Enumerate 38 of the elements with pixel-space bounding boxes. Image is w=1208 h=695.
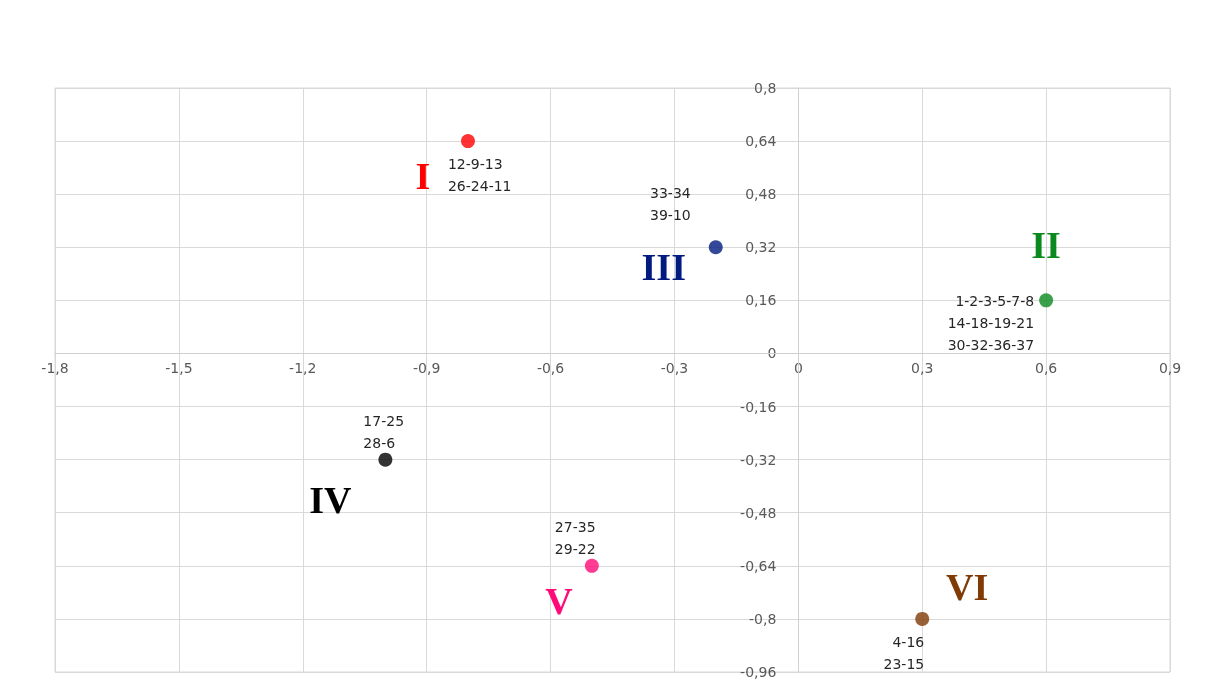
y-tick-label: 0,8 [754, 80, 777, 96]
series-label: II [1031, 224, 1061, 267]
x-tick-label: -0,9 [413, 360, 441, 377]
series-label: V [545, 579, 574, 622]
point [378, 452, 393, 467]
annotation: 1-2-3-5-7-8 14-18-19-21 30-32-36-37 [947, 293, 1035, 354]
y-tick-label: -0,16 [740, 398, 777, 415]
point [915, 611, 930, 626]
annotation: 33-34 39-10 [650, 185, 691, 224]
point [708, 240, 723, 255]
y-tick-label: -0,8 [749, 610, 777, 627]
y-tick-label: 0,16 [745, 292, 777, 309]
x-tick-label: 0,3 [911, 360, 934, 377]
point [1039, 293, 1054, 308]
series-label: III [641, 246, 686, 289]
x-tick-label: -0,6 [536, 360, 565, 377]
y-tick-label: -0,48 [740, 504, 777, 521]
x-tick-label: -0,3 [660, 360, 689, 377]
annotation: 12-9-13 26-24-11 [447, 156, 512, 195]
point [584, 558, 599, 573]
annotation: 4-16 23-15 [883, 633, 925, 672]
y-tick-label: 0,48 [745, 186, 777, 203]
annotation: 27-35 29-22 [554, 518, 596, 557]
x-tick-label: -1,8 [41, 360, 69, 377]
annotation: 17-25 28-6 [363, 412, 405, 451]
series-label: I [415, 155, 431, 198]
y-tick-label: 0,64 [745, 133, 777, 150]
x-tick-label: 0,9 [1158, 360, 1182, 377]
x-tick-label: 0,6 [1034, 360, 1058, 377]
y-tick-label: -0,64 [740, 557, 777, 574]
series-label: IV [309, 478, 353, 521]
series-label: VI [946, 565, 989, 608]
y-tick-label: 0,32 [745, 239, 777, 256]
point [460, 134, 475, 149]
x-tick-label: -1,5 [165, 360, 193, 377]
x-tick-label: -1,2 [289, 360, 317, 377]
y-tick-label: -0,32 [740, 451, 777, 468]
y-tick-label: -0,96 [740, 664, 777, 680]
